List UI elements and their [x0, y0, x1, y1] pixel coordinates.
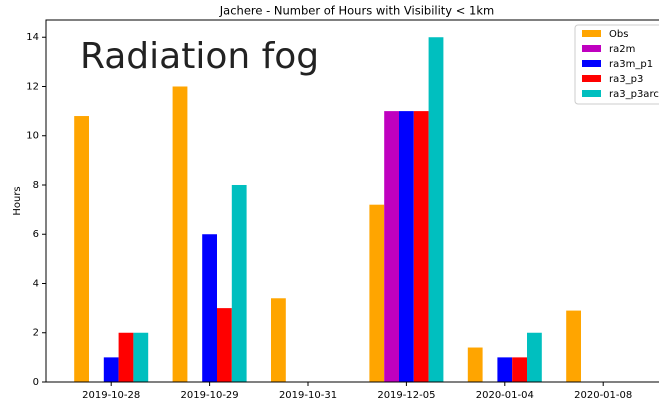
y-tick-label: 10 [26, 131, 39, 142]
legend-swatch [582, 60, 601, 67]
bar [172, 86, 188, 382]
bar [527, 332, 542, 382]
y-tick-label: 14 [26, 32, 39, 43]
x-tick-label: 2019-10-28 [82, 390, 140, 401]
bar [384, 111, 399, 382]
bar [467, 347, 483, 382]
y-tick-label: 4 [33, 278, 39, 289]
bar [369, 204, 385, 382]
x-tick-label: 2020-01-08 [574, 390, 632, 401]
y-tick-label: 8 [33, 180, 39, 191]
bar [118, 332, 134, 382]
bar [202, 234, 217, 382]
legend-swatch [582, 45, 601, 52]
x-tick-label: 2019-10-31 [279, 390, 337, 401]
bar [103, 357, 119, 382]
axes-frame [45, 19, 659, 383]
bar [428, 37, 444, 382]
y-tick-label: 0 [33, 377, 39, 388]
y-tick-label: 6 [33, 229, 39, 240]
bar [497, 357, 513, 382]
bar [133, 332, 149, 382]
legend-label: ra3_p3arcl [609, 89, 659, 100]
bar [271, 298, 286, 382]
legend-label: ra3m_p1 [609, 59, 653, 70]
bar [231, 184, 247, 382]
legend-label: ra3_p3 [609, 74, 643, 85]
bar [413, 111, 429, 382]
bar [399, 111, 414, 382]
x-tick-label: 2019-10-29 [181, 390, 239, 401]
annotation: Radiation fog [80, 36, 319, 77]
chart-title: Jachere - Number of Hours with Visibilit… [219, 4, 494, 18]
x-tick-label: 2019-12-05 [377, 390, 435, 401]
bar [566, 310, 581, 382]
legend-label: ra2m [609, 44, 635, 55]
y-axis-label: Hours [12, 186, 23, 215]
bar [512, 357, 527, 382]
y-tick-label: 12 [26, 81, 39, 92]
x-tick-label: 2020-01-04 [476, 390, 534, 401]
legend-swatch [582, 75, 601, 82]
legend-label: Obs [609, 29, 628, 40]
legend-swatch [582, 30, 601, 37]
legend-box [574, 24, 659, 105]
bar [217, 308, 232, 382]
bar [74, 116, 89, 382]
y-tick-label: 2 [33, 328, 39, 339]
legend-swatch [582, 90, 601, 97]
